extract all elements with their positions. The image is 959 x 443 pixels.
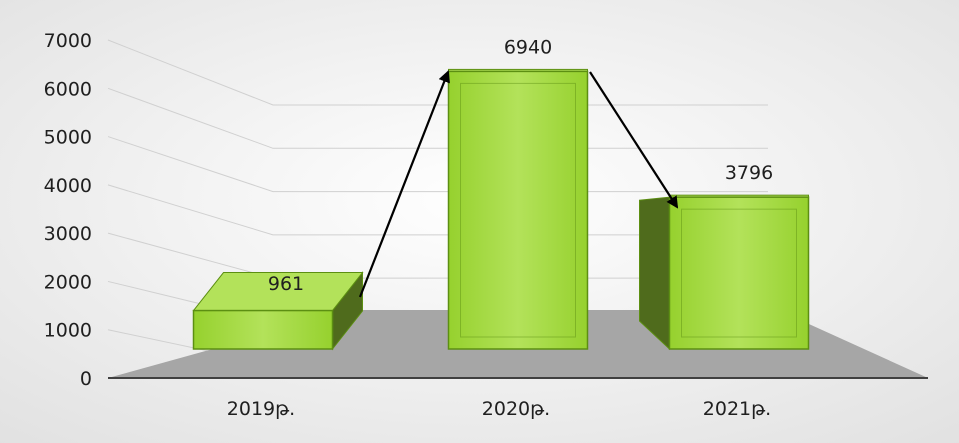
x-axis-ticks: 2019թ. 2020թ. 2021թ.	[227, 398, 771, 420]
grid-line	[107, 136, 768, 193]
grid-line	[107, 184, 768, 236]
data-label: 6940	[504, 36, 552, 58]
data-labels: 961 6940 3796	[268, 36, 773, 295]
trend-arrow	[358, 70, 450, 298]
bar-front-face	[192, 309, 334, 350]
grid-line	[107, 39, 768, 106]
data-label: 961	[268, 273, 304, 295]
y-tick-label: 6000	[44, 78, 92, 100]
bar-front-face	[668, 196, 810, 350]
y-tick-label: 4000	[44, 175, 92, 197]
bars	[192, 68, 810, 351]
y-tick-label: 0	[80, 368, 92, 390]
bar-inner-edge	[681, 208, 797, 338]
y-tick-label: 3000	[44, 223, 92, 245]
bar	[639, 194, 810, 351]
data-label: 3796	[725, 162, 773, 184]
bar	[447, 68, 589, 350]
y-tick-label: 2000	[44, 271, 92, 293]
bar-inner-edge	[460, 82, 576, 338]
y-tick-label: 7000	[44, 30, 92, 52]
y-tick-label: 1000	[44, 320, 92, 342]
x-tick-label: 2020թ.	[482, 398, 550, 420]
trend-arrows	[358, 70, 679, 298]
trend-arrow	[589, 71, 679, 209]
x-tick-label: 2019թ.	[227, 398, 295, 420]
x-tick-label: 2021թ.	[703, 398, 771, 420]
y-axis-ticks: 0 1000 2000 3000 4000 5000 6000 7000	[44, 30, 92, 390]
bar	[192, 271, 364, 351]
bar-front-face	[447, 70, 589, 350]
y-tick-label: 5000	[44, 127, 92, 149]
grid-line	[107, 87, 768, 149]
